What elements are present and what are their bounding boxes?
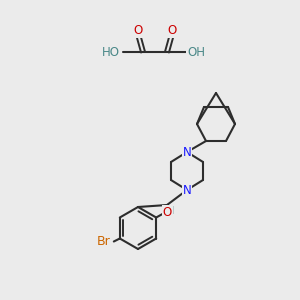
Text: H: H — [166, 206, 174, 217]
Text: OH: OH — [187, 46, 205, 59]
Text: O: O — [134, 25, 142, 38]
Text: O: O — [163, 206, 172, 219]
Text: HO: HO — [102, 46, 120, 59]
Text: Br: Br — [97, 235, 111, 248]
Text: N: N — [183, 146, 191, 158]
Text: O: O — [167, 25, 177, 38]
Text: N: N — [183, 184, 191, 196]
